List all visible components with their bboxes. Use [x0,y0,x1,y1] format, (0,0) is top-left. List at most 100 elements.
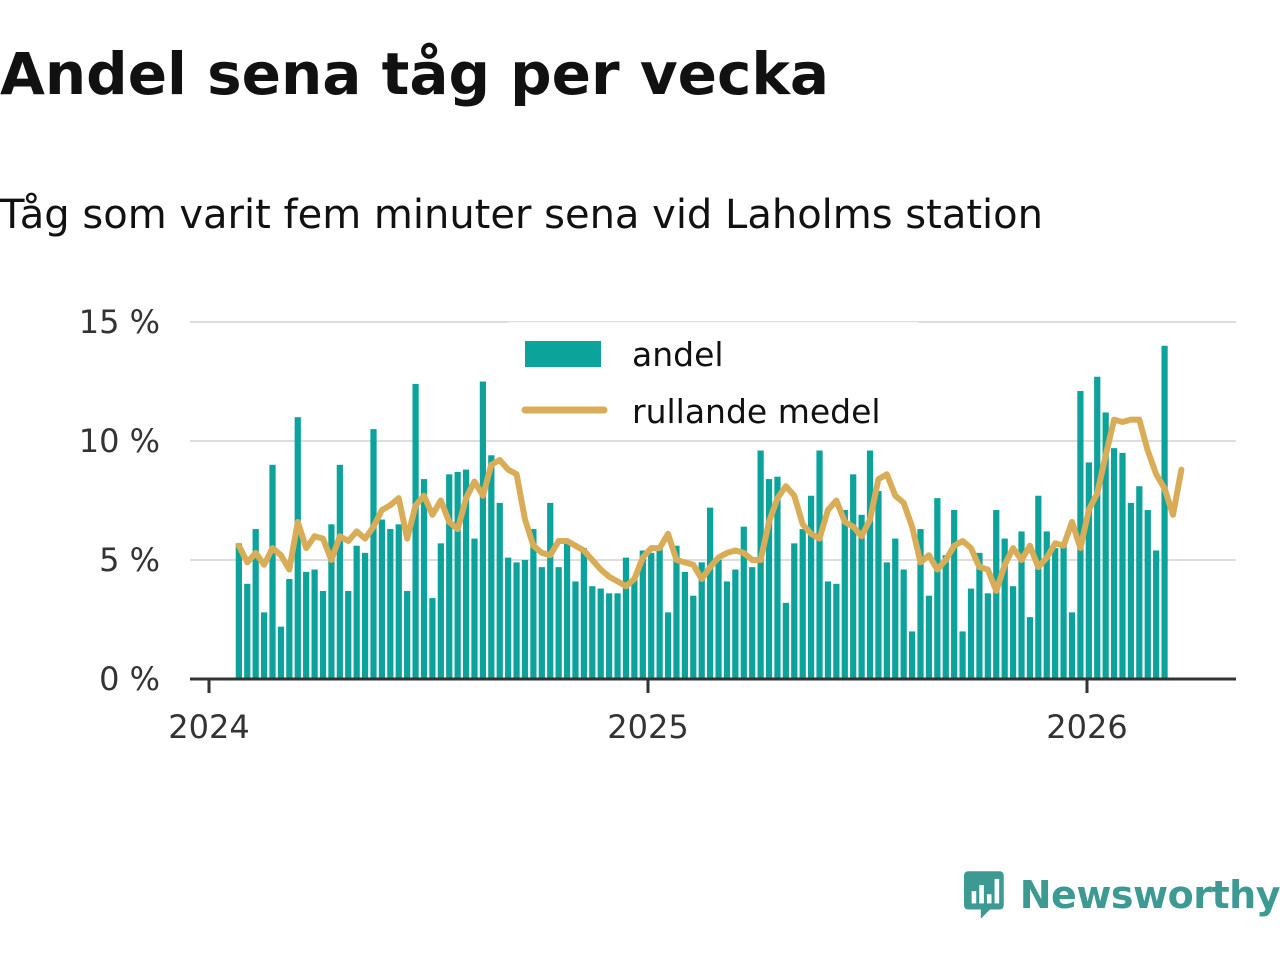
bar-andel [336,464,343,679]
bar-andel [260,612,268,679]
x-tick-label: 2024 [168,708,249,746]
legend-label-andel: andel [632,335,724,374]
legend-background [508,322,918,434]
bar-andel [648,552,655,679]
bar-andel [791,543,798,679]
bar-andel [723,581,731,679]
y-tick-label: 10 % [79,422,160,460]
bar-andel [984,593,991,679]
bar-andel [850,474,857,679]
bar-andel [967,588,975,679]
bar-andel [673,545,680,679]
bar-andel [614,593,621,679]
bar-andel [631,579,638,679]
axes: 0 % 5 % 10 % 15 % 2024 2025 2026 [79,303,1236,746]
bar-andel [1009,586,1017,679]
bar-andel [622,557,630,679]
bar-andel [353,545,360,679]
bar-andel [496,502,503,679]
bar-andel [277,626,285,679]
bar-andel [917,529,924,679]
brand-name: Newsworthy [1019,873,1280,917]
bar-andel [749,567,756,679]
bar-andel [1161,345,1168,679]
bar-andel [1043,531,1050,679]
bar-andel [420,479,428,679]
bar-andel [841,510,848,679]
bar-andel [1060,545,1067,679]
bar-andel [942,555,949,679]
bar-andel [816,450,823,679]
bar-andel [1094,376,1101,679]
bar-andel [370,429,377,679]
bar-andel [892,538,899,679]
bar-andel [286,579,293,679]
bar-andel [319,590,327,679]
bar-andel [799,529,806,679]
bar-andel [774,476,781,679]
bar-andel [563,543,571,679]
bar-andel [883,562,890,679]
bar-andel [303,571,310,679]
bar-andel [454,471,461,679]
newsworthy-logo-icon [964,871,1004,919]
bar-andel [294,417,301,679]
bar-andel [656,548,663,679]
bar-andel [1127,502,1135,679]
bar-andel [446,474,453,679]
bar-andel [1144,510,1151,679]
bar-andel [345,590,352,679]
brand-logo: Newsworthy [964,864,1280,926]
bar-andel [681,571,688,679]
x-tick-label: 2025 [607,708,688,746]
bar-andel [361,552,369,679]
bars-andel [235,345,1168,679]
bar-andel [1102,412,1109,679]
bar-andel [404,590,411,679]
bar-andel [925,595,933,679]
bar-andel [1110,448,1118,679]
y-tick-label: 15 % [79,303,160,341]
bar-andel [412,383,419,679]
bar-andel [765,479,773,679]
chart-title: Andel sena tåg per vecka [0,40,830,108]
bar-andel [462,469,470,679]
bar-andel [328,524,335,679]
bar-andel [782,602,789,679]
bar-andel [664,612,672,679]
bar-andel [395,524,402,679]
bar-andel [1136,486,1143,679]
bar-andel [875,490,882,679]
bar-andel [908,631,916,679]
bar-andel [589,586,596,679]
x-tick-label: 2026 [1046,708,1127,746]
bar-andel [505,557,512,679]
legend-swatch-andel [525,341,601,367]
bar-andel [757,450,764,679]
bar-andel [866,450,874,679]
bar-andel [572,581,579,679]
bar-andel [378,519,386,679]
bar-andel [1153,550,1160,679]
bar-andel [639,550,646,679]
chart-subtitle: Tåg som varit fem minuter sena vid Lahol… [0,192,1043,238]
bar-andel [1068,612,1076,679]
bar-andel [311,569,318,679]
bar-andel [900,569,907,679]
legend-label-rullande-medel: rullande medel [632,392,881,431]
bar-andel [1052,548,1059,679]
bar-andel [976,552,983,679]
bar-andel [244,583,251,679]
y-tick-label: 5 % [99,541,160,579]
bar-andel [269,464,276,679]
bar-andel [1001,538,1008,679]
bar-andel [858,514,865,679]
bar-andel [824,581,832,679]
bar-andel [538,567,545,679]
bar-andel [513,562,520,679]
bar-andel [521,560,529,679]
bar-andel [698,562,705,679]
bar-andel [715,560,722,679]
bar-andel [437,543,444,679]
